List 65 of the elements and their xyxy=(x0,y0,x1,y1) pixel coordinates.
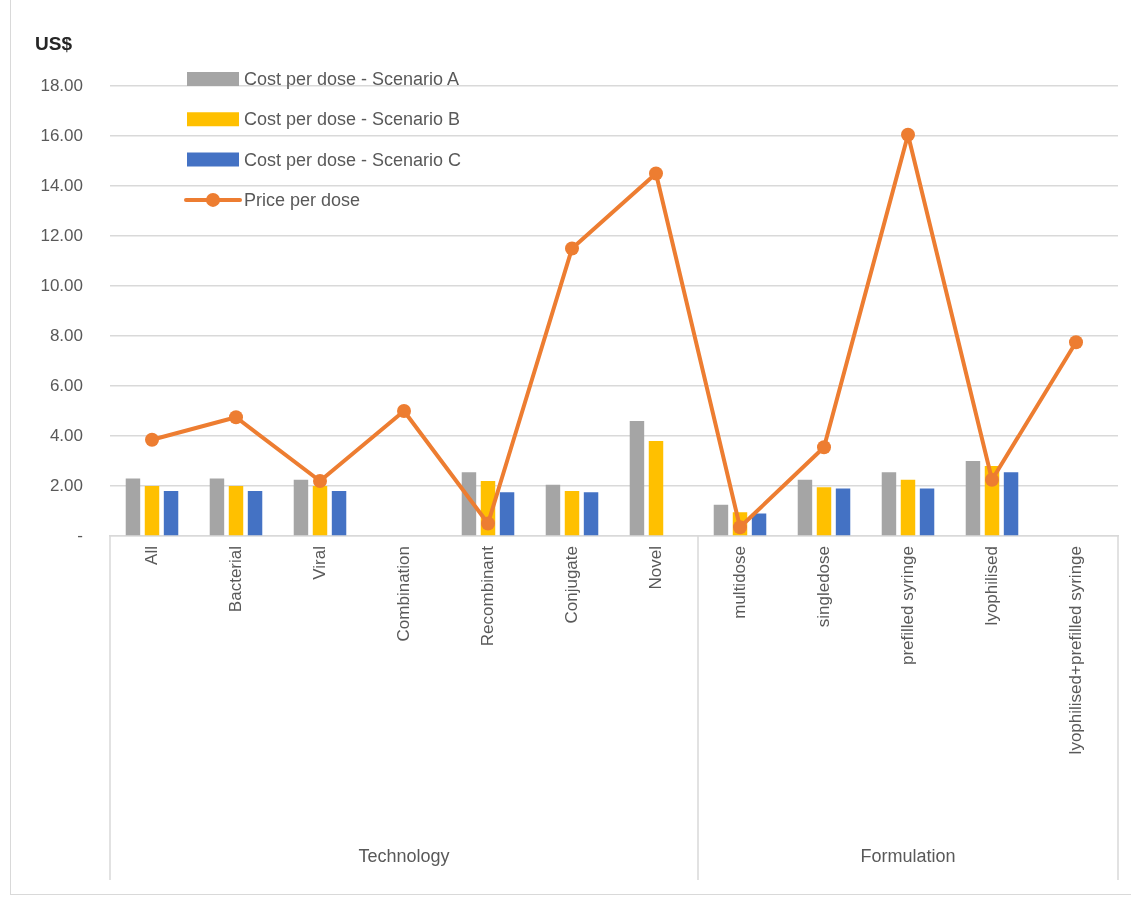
legend-label: Price per dose xyxy=(244,189,361,210)
bar xyxy=(247,491,263,536)
bar xyxy=(163,491,179,536)
y-tick-label: 14.00 xyxy=(40,175,83,195)
bar xyxy=(713,504,729,536)
bar xyxy=(900,479,916,536)
bar xyxy=(228,486,244,536)
point xyxy=(649,166,663,181)
y-tick-label: - xyxy=(77,525,83,545)
bar xyxy=(583,492,599,536)
bar xyxy=(209,478,225,536)
x-tick-label: Novel xyxy=(645,546,665,590)
point xyxy=(565,241,579,256)
x-tick-label: singledose xyxy=(813,546,833,628)
bar xyxy=(331,491,347,536)
bar xyxy=(293,479,309,536)
y-tick-label: 6.00 xyxy=(49,375,83,395)
y-axis-title: US$ xyxy=(35,33,72,55)
bar xyxy=(545,484,561,536)
bar xyxy=(312,486,328,536)
y-tick-label: 10.00 xyxy=(40,275,83,295)
bar xyxy=(797,479,813,536)
bar xyxy=(648,441,664,536)
text: Formulation xyxy=(860,845,956,866)
bar xyxy=(919,488,935,536)
y-tick-label: 12.00 xyxy=(40,225,83,245)
point xyxy=(229,410,243,425)
y-tick-label: 18.00 xyxy=(40,75,83,95)
point xyxy=(145,432,159,447)
bar xyxy=(144,486,160,536)
x-tick-label: Recombinant xyxy=(477,545,497,647)
point xyxy=(313,474,327,488)
y-tick-label: 2.00 xyxy=(49,475,83,495)
x-tick-label: Combination xyxy=(393,546,413,642)
y-tick-label: 16.00 xyxy=(40,125,83,145)
bar xyxy=(816,487,832,536)
point xyxy=(481,516,495,531)
bar xyxy=(835,488,851,536)
x-tick-label: Viral xyxy=(309,546,329,580)
bar xyxy=(965,461,981,536)
point xyxy=(985,472,999,487)
y-tick-label: 4.00 xyxy=(49,425,83,445)
x-tick-label: prefilled syringe xyxy=(897,546,917,666)
bar xyxy=(125,478,141,536)
x-tick-label: lyophilised+prefilled syringe xyxy=(1065,546,1085,755)
point xyxy=(1069,335,1083,350)
x-tick-label: Conjugate xyxy=(561,546,581,624)
bar xyxy=(751,513,767,536)
legend-label: Cost per dose - Scenario B xyxy=(244,109,461,130)
text: Technology xyxy=(358,845,450,866)
legend-label: Cost per dose - Scenario C xyxy=(244,149,462,170)
y-tick-label: 8.00 xyxy=(49,325,83,345)
bar xyxy=(564,491,580,536)
point xyxy=(397,404,411,418)
point xyxy=(901,127,915,142)
x-tick-label: Bacterial xyxy=(225,546,245,613)
bar xyxy=(629,421,645,536)
legend-label: Cost per dose - Scenario A xyxy=(244,68,460,89)
bar xyxy=(1003,472,1019,536)
x-tick-label: All xyxy=(141,546,161,565)
bar xyxy=(499,492,515,536)
x-tick-label: lyophilised xyxy=(981,546,1001,626)
point xyxy=(817,440,831,455)
x-tick-label: multidose xyxy=(729,546,749,619)
bar xyxy=(881,472,897,536)
